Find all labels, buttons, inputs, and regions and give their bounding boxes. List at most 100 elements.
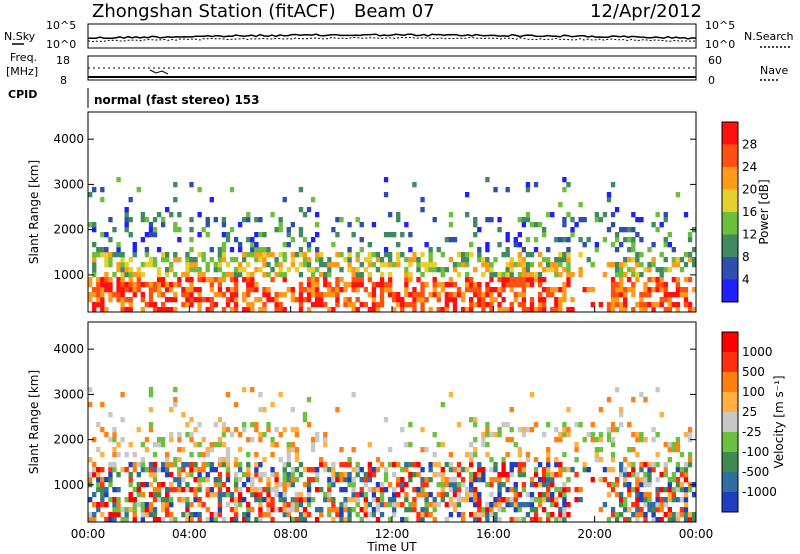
- heatmap-cell: [469, 482, 474, 488]
- heatmap-cell: [387, 517, 393, 523]
- heatmap-cell: [396, 502, 401, 508]
- heatmap-cell: [469, 282, 474, 288]
- heatmap-cell: [675, 192, 681, 198]
- heatmap-cell: [246, 292, 251, 298]
- heatmap-cell: [371, 302, 377, 308]
- heatmap-cell: [424, 482, 429, 488]
- heatmap-cell: [635, 432, 640, 438]
- heatmap-cell: [485, 422, 490, 428]
- heatmap-cell: [639, 272, 644, 278]
- heatmap-cell: [623, 477, 628, 483]
- heatmap-cell: [651, 257, 656, 263]
- heatmap-cell: [444, 302, 450, 308]
- heatmap-cell: [323, 497, 328, 503]
- heatmap-cell: [213, 267, 218, 273]
- heatmap-cell: [687, 252, 693, 258]
- heatmap-cell: [278, 492, 283, 498]
- heatmap-cell: [379, 512, 385, 518]
- heatmap-cell: [424, 512, 429, 518]
- heatmap-cell: [148, 262, 154, 268]
- heatmap-cell: [246, 517, 251, 523]
- heatmap-cell: [128, 462, 133, 468]
- heatmap-cell: [400, 517, 405, 523]
- heatmap-cell: [262, 272, 267, 278]
- heatmap-cell: [675, 497, 681, 503]
- heatmap-cell: [631, 447, 636, 453]
- heatmap-cell: [525, 502, 531, 508]
- heatmap-cell: [112, 227, 117, 233]
- heatmap-cell: [464, 492, 470, 498]
- heatmap-cell: [140, 262, 146, 268]
- heatmap-cell: [387, 287, 393, 293]
- heatmap-cell: [319, 297, 324, 303]
- heatmap-cell: [481, 467, 486, 473]
- heatmap-cell: [509, 517, 514, 523]
- heatmap-cell: [343, 257, 348, 263]
- heatmap-cell: [197, 422, 202, 428]
- heatmap-cell: [314, 257, 320, 263]
- heatmap-cell: [246, 287, 251, 293]
- heatmap-cell: [671, 442, 677, 448]
- heatmap-cell: [104, 262, 109, 268]
- heatmap-cell: [659, 517, 664, 523]
- heatmap-cell: [177, 437, 182, 443]
- heatmap-cell: [509, 487, 514, 493]
- heatmap-cell: [643, 282, 648, 288]
- heatmap-cell: [112, 427, 117, 433]
- heatmap-cell: [610, 457, 616, 463]
- heatmap-cell: [217, 477, 223, 483]
- heatmap-cell: [205, 472, 210, 478]
- heatmap-cell: [104, 307, 109, 313]
- heatmap-cell: [160, 302, 166, 308]
- heatmap-cell: [233, 272, 239, 278]
- heatmap-cell: [667, 497, 672, 503]
- heatmap-cell: [209, 287, 214, 293]
- heatmap-cell: [456, 422, 462, 428]
- heatmap-cell: [189, 297, 194, 303]
- heatmap-cell: [339, 512, 344, 518]
- heatmap-cell: [489, 277, 494, 283]
- heatmap-cell: [643, 502, 648, 508]
- heatmap-cell: [497, 507, 502, 513]
- heatmap-cell: [558, 252, 563, 258]
- heatmap-cell: [359, 487, 364, 493]
- heatmap-cell: [359, 492, 364, 498]
- heatmap-cell: [294, 432, 300, 438]
- heatmap-cell: [323, 262, 328, 268]
- heatmap-cell: [481, 292, 486, 298]
- heatmap-cell: [144, 512, 150, 518]
- heatmap-cell: [294, 447, 300, 453]
- heatmap-cell: [96, 472, 101, 478]
- heatmap-cell: [339, 462, 344, 468]
- heatmap-cell: [586, 257, 591, 263]
- heatmap-cell: [128, 442, 133, 448]
- heatmap-cell: [444, 282, 450, 288]
- heatmap-cell: [537, 282, 543, 288]
- heatmap-cell: [306, 287, 312, 293]
- heatmap-cell: [623, 472, 628, 478]
- heatmap-cell: [124, 282, 129, 288]
- heatmap-cell: [124, 507, 129, 513]
- heatmap-cell: [618, 407, 624, 413]
- heatmap-cell: [221, 292, 227, 298]
- heatmap-cell: [286, 267, 291, 273]
- heatmap-cell: [396, 492, 401, 498]
- heatmap-cell: [327, 287, 332, 293]
- heatmap-cell: [213, 302, 218, 308]
- heatmap-cell: [444, 267, 450, 273]
- colorbar-tick-label: -25: [742, 425, 762, 439]
- heatmap-cell: [533, 482, 539, 488]
- heatmap-cell: [602, 237, 608, 243]
- heatmap-cell: [213, 262, 218, 268]
- heatmap-cell: [262, 292, 267, 298]
- heatmap-cell: [387, 462, 393, 468]
- heatmap-cell: [363, 502, 368, 508]
- heatmap-cell: [310, 302, 316, 308]
- xtick-label: 00:00: [71, 527, 106, 541]
- heatmap-cell: [663, 487, 668, 493]
- heatmap-cell: [278, 252, 283, 258]
- heatmap-cell: [618, 277, 624, 283]
- heatmap-cell: [136, 282, 141, 288]
- heatmap-cell: [108, 482, 113, 488]
